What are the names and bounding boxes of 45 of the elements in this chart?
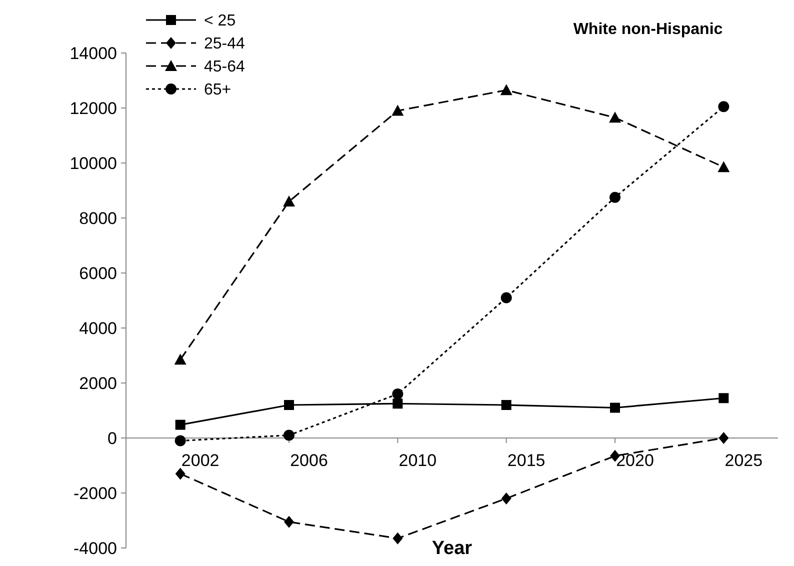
point (392, 104, 404, 116)
x-tick-label: 2010 (398, 451, 437, 470)
point (610, 402, 620, 413)
point (174, 354, 186, 365)
x-tick-label: 2006 (290, 451, 328, 470)
x-axis-title: Year (432, 538, 473, 559)
y-tick-label: -4000 (74, 538, 117, 558)
point (175, 420, 186, 430)
point (284, 430, 294, 441)
point (284, 516, 294, 528)
y-tick-label: 4000 (79, 318, 117, 338)
y-tick-label: 6000 (79, 264, 117, 283)
legend-label: 25-44 (204, 36, 246, 53)
point (500, 84, 512, 96)
x-tick-label: 2025 (724, 451, 763, 470)
point (392, 388, 404, 400)
y-tick-label: 10000 (70, 154, 117, 173)
legend-label: < 25 (204, 12, 236, 30)
point (609, 112, 621, 123)
point (718, 393, 729, 404)
y-tick-label: 8000 (79, 208, 117, 228)
point (501, 400, 512, 410)
point (174, 435, 186, 446)
point (610, 192, 620, 203)
point (392, 398, 403, 409)
point (718, 161, 730, 172)
y-tick-label: 0 (108, 428, 117, 448)
legend-label: 45-64 (204, 58, 246, 76)
y-tick-label: 14000 (70, 44, 117, 63)
point (284, 400, 294, 410)
x-tick-label: 2015 (507, 451, 546, 470)
point (501, 492, 512, 504)
y-tick-label: -2000 (74, 484, 117, 503)
x-tick-label: 2020 (616, 451, 654, 470)
point (718, 101, 730, 112)
point (718, 432, 729, 444)
legend-label: 65+ (204, 82, 232, 99)
y-tick-label: 2000 (79, 374, 117, 393)
point (500, 292, 512, 304)
point (392, 532, 403, 544)
x-tick-label: 2002 (181, 451, 220, 470)
y-tick-label: 12000 (70, 98, 117, 118)
point (175, 468, 186, 480)
chart-title: White non-Hispanic (573, 21, 723, 38)
point (283, 196, 295, 206)
